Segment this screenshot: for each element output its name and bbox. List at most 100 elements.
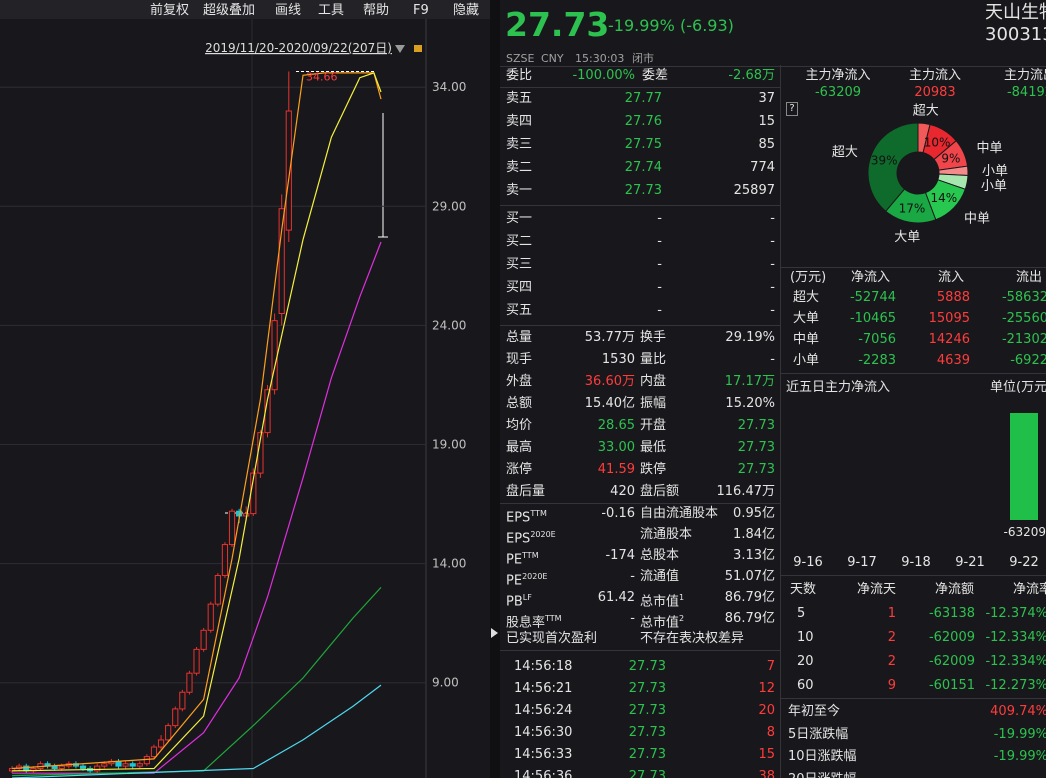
value: 15095	[928, 311, 970, 326]
label: 总市值1	[640, 593, 685, 610]
superscript: TTM	[530, 509, 547, 518]
label: PE2020E	[506, 572, 548, 589]
label: 卖五	[506, 91, 533, 106]
label: 现手	[506, 352, 533, 367]
lock-icon[interactable]	[414, 45, 422, 52]
value: 15.20%	[725, 396, 775, 411]
label: PETTM	[506, 551, 539, 568]
label: 振幅	[640, 396, 667, 411]
candle-body	[129, 763, 136, 767]
label: 大单	[793, 311, 820, 326]
value: 41.59	[597, 462, 635, 477]
candle-body	[94, 765, 101, 772]
separator	[500, 205, 780, 206]
value: -60151	[928, 678, 975, 693]
separator	[500, 87, 780, 88]
splitter[interactable]	[490, 0, 500, 778]
volume: -	[770, 211, 775, 226]
volume: 25897	[733, 183, 775, 198]
volume: -	[770, 280, 775, 295]
price: -	[657, 280, 662, 295]
slice-label: 小单	[981, 179, 1007, 194]
change-pct: -19.99%	[608, 16, 675, 35]
toolbar-item[interactable]: 画线	[275, 3, 301, 18]
label: 主力净流入	[805, 68, 871, 83]
toolbar-item[interactable]: 前复权	[150, 2, 189, 18]
label: 内盘	[640, 374, 667, 389]
label: 跌停	[640, 462, 667, 477]
value: 5	[797, 606, 806, 621]
value: -174	[605, 548, 635, 563]
separator	[500, 66, 1046, 67]
column-header: 净流率	[1013, 582, 1046, 597]
status-text: SZSE	[506, 52, 535, 65]
trade-price: 27.73	[628, 681, 666, 696]
dropdown-icon[interactable]	[395, 45, 405, 53]
label: 买一	[506, 211, 533, 226]
label: 总量	[506, 330, 533, 345]
label: 买四	[506, 280, 533, 295]
value: 1.84亿	[733, 527, 775, 542]
value: 17.17万	[724, 374, 775, 389]
label: 流通股本	[640, 527, 693, 542]
separator	[500, 503, 780, 504]
toolbar-item[interactable]: F9	[413, 3, 429, 18]
candle-body	[122, 763, 129, 767]
label: PBLF	[506, 593, 532, 610]
expand-arrow[interactable]	[491, 628, 498, 638]
value: 53.77万	[584, 330, 635, 345]
candle-body	[101, 763, 108, 767]
separator	[500, 650, 780, 651]
toolbar-item[interactable]: 超级叠加	[203, 3, 255, 18]
trade-volume: 8	[766, 725, 775, 740]
value: -	[630, 611, 635, 626]
donut-slice	[867, 122, 919, 212]
five-day-chart: 9-16 9-17 9-18 9-21 9-22 -63209	[793, 413, 1046, 570]
toolbar-item[interactable]: 帮助	[363, 3, 389, 18]
label: 量比	[640, 352, 667, 367]
bar	[1010, 413, 1038, 520]
price: 27.76	[624, 114, 662, 129]
value: 27.73	[737, 462, 775, 477]
prev-close-label: 34.66	[306, 70, 338, 83]
value: 33.00	[597, 440, 635, 455]
superscript: 1	[679, 593, 685, 602]
value: 86.79亿	[724, 590, 775, 605]
value: 27.73	[737, 440, 775, 455]
candle-body	[8, 767, 16, 772]
candle-body	[165, 725, 172, 741]
toolbar-item[interactable]: 隐藏	[453, 3, 479, 18]
toolbar-item[interactable]: 工具	[318, 3, 344, 18]
separator	[780, 575, 1046, 576]
trade-volume: 20	[758, 703, 775, 718]
price: 27.73	[624, 183, 662, 198]
column-header: 净流天	[857, 582, 897, 597]
value: -10465	[849, 311, 896, 326]
label: 最低	[640, 440, 667, 455]
help-button[interactable]: ?	[786, 102, 798, 116]
volume: 37	[758, 91, 775, 106]
y-tick-label: 29.00	[432, 199, 466, 213]
volume: 85	[758, 137, 775, 152]
candle-body	[79, 765, 87, 769]
x-tick-label: 9-21	[955, 555, 985, 570]
status-text: CNY	[541, 52, 564, 65]
column-header: 流入	[937, 270, 964, 285]
column-header: 天数	[790, 582, 817, 597]
value: 1530	[601, 352, 635, 367]
label: 盘后额	[640, 484, 680, 499]
candle-body	[58, 765, 65, 769]
value: 86.79亿	[724, 611, 775, 626]
slice-label: 超大	[832, 145, 858, 160]
label: 总股本	[640, 548, 680, 563]
trade-time: 14:56:33	[514, 747, 573, 762]
date-range[interactable]: 2019/11/20-2020/09/22(207日)	[205, 41, 392, 55]
label: 中单	[793, 332, 820, 347]
volume: 15	[758, 114, 775, 129]
slice-value-label: 39%	[871, 154, 898, 168]
slice-label: 中单	[964, 212, 990, 227]
value: -25560	[1001, 311, 1046, 326]
toolbar	[0, 0, 490, 19]
y-tick-label: 19.00	[432, 438, 466, 452]
